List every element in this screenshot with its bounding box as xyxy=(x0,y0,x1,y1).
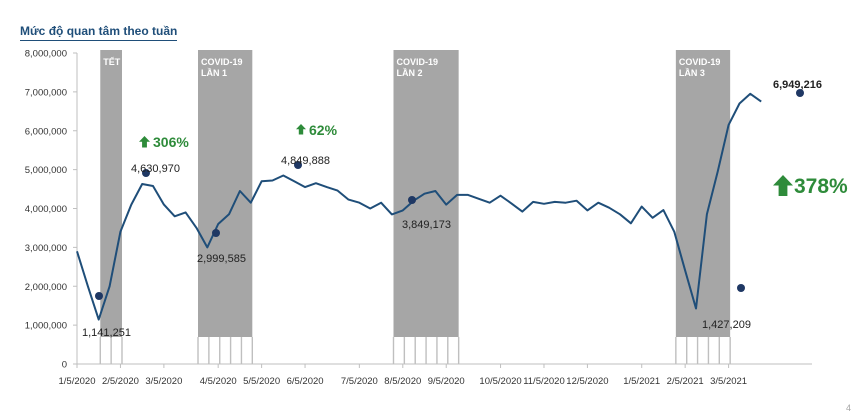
x-tick-label: 1/5/2021 xyxy=(623,376,660,387)
x-tick-label: 12/5/2020 xyxy=(566,376,608,387)
y-tick-label: 2,000,000 xyxy=(25,282,67,293)
data-marker-label: 6,949,216 xyxy=(773,79,822,91)
x-tick-label: 2/5/2020 xyxy=(102,376,139,387)
y-axis: 0 1,000,000 2,000,000 3,000,000 4,000,000 5,0… xyxy=(25,49,78,371)
period-label-line: LẦN 3 xyxy=(679,68,705,78)
period-label: COVID-19 LẦN 3 xyxy=(679,57,721,78)
data-marker-label: 1,427,209 xyxy=(702,319,751,331)
growth-label: 62% xyxy=(309,122,338,138)
x-tick-label: 5/5/2020 xyxy=(243,376,280,387)
y-tick-label: 4,000,000 xyxy=(25,204,67,215)
x-tick-label: 11/5/2020 xyxy=(523,376,565,387)
data-markers: 1,141,251 4,630,970 2,999,585 4,849,888 3,84… xyxy=(82,79,822,339)
period-label-line: COVID-19 xyxy=(679,57,721,67)
data-marker xyxy=(212,229,220,237)
x-tick-label: 1/5/2020 xyxy=(59,376,96,387)
page-number: 4 xyxy=(846,403,852,413)
period-band xyxy=(675,50,731,337)
period-label: COVID-19 LẦN 2 xyxy=(396,57,438,78)
data-marker xyxy=(294,161,302,169)
x-tick-label: 9/5/2020 xyxy=(428,376,465,387)
period-label-line: COVID-19 xyxy=(396,57,438,67)
x-tick-label: 3/5/2021 xyxy=(710,376,747,387)
data-marker xyxy=(142,169,150,177)
y-tick-label: 8,000,000 xyxy=(25,49,67,60)
series-layer xyxy=(76,92,762,321)
data-marker-label: 1,141,251 xyxy=(82,327,131,339)
y-tick-label: 6,000,000 xyxy=(25,126,67,137)
data-marker-label: 2,999,585 xyxy=(197,253,246,265)
y-tick-label: 7,000,000 xyxy=(25,87,67,98)
y-tick-label: 0 xyxy=(62,360,67,371)
x-tick-label: 4/5/2020 xyxy=(200,376,237,387)
x-tick-label: 7/5/2020 xyxy=(341,376,378,387)
x-tick-label: 3/5/2020 xyxy=(145,376,182,387)
x-tick-label: 10/5/2020 xyxy=(479,376,521,387)
data-marker-label: 3,849,173 xyxy=(402,219,451,231)
growth-label: 378% xyxy=(794,175,848,198)
period-band xyxy=(100,50,122,337)
y-tick-label: 1,000,000 xyxy=(25,321,67,332)
period-label-line: TẾT xyxy=(103,57,121,67)
series-line xyxy=(76,92,762,321)
data-marker xyxy=(408,196,416,204)
growth-label: 306% xyxy=(153,134,189,150)
x-tick-label: 8/5/2020 xyxy=(384,376,421,387)
period-label-line: LẦN 1 xyxy=(201,68,227,78)
up-arrow-icon xyxy=(773,175,793,196)
period-label: COVID-19 LẦN 1 xyxy=(201,57,243,78)
up-arrow-icon xyxy=(139,136,150,148)
data-marker-label: 4,849,888 xyxy=(281,155,330,167)
y-tick-label: 5,000,000 xyxy=(25,165,67,176)
up-arrow-icon xyxy=(296,124,306,135)
period-label: TẾT xyxy=(103,57,121,67)
data-marker xyxy=(95,292,103,300)
y-tick-label: 3,000,000 xyxy=(25,243,67,254)
x-axis: 1/5/2020 2/5/2020 3/5/2020 4/5/2020 5/5/2020… xyxy=(59,363,812,387)
period-label-line: COVID-19 xyxy=(201,57,243,67)
period-band xyxy=(198,50,253,337)
chart-title: Mức độ quan tâm theo tuần xyxy=(20,24,178,41)
period-label-line: LẦN 2 xyxy=(396,68,422,78)
x-tick-label: 6/5/2020 xyxy=(287,376,324,387)
growth-annotations: 306% 62% 378% xyxy=(139,122,848,198)
data-marker-label: 4,630,970 xyxy=(131,163,180,175)
x-tick-label: 2/5/2021 xyxy=(667,376,704,387)
data-marker xyxy=(796,89,804,97)
data-marker xyxy=(737,284,745,292)
